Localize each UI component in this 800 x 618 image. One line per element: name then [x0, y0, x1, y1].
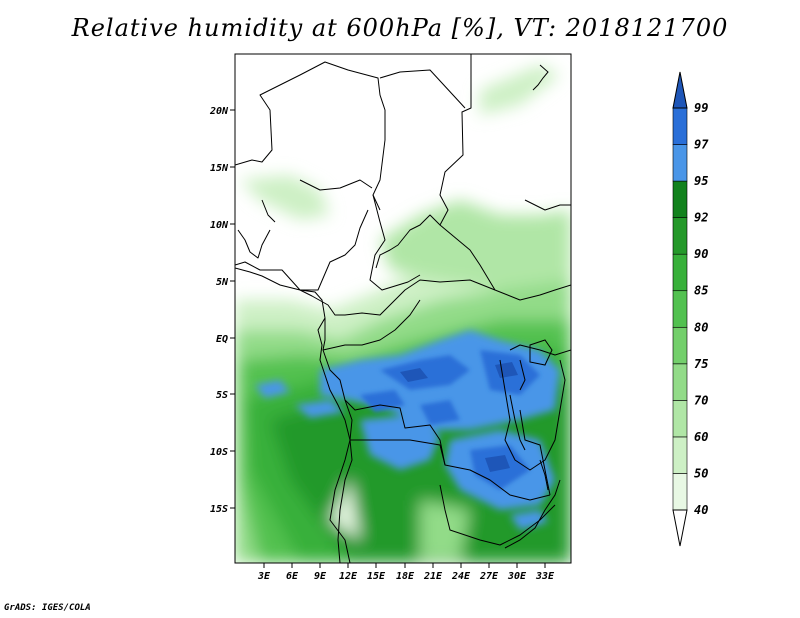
- lon-tick-label: 21E: [423, 571, 443, 582]
- colorbar-segment: [672, 144, 688, 182]
- lon-tick-label: 3E: [257, 571, 271, 582]
- colorbar-label: 85: [694, 284, 708, 298]
- colorbar-segment: [672, 363, 688, 401]
- lat-tick-label: 5S: [216, 390, 228, 401]
- colorbar-label: 97: [694, 138, 709, 152]
- colorbar-segment: [672, 290, 688, 328]
- colorbar-segment: [672, 180, 688, 218]
- lon-tick-label: 12E: [339, 571, 358, 582]
- colorbar-label: 80: [694, 320, 708, 334]
- lat-axis: 20N 15N 10N 5N EQ 5S 10S 15S: [209, 106, 235, 515]
- colorbar-label: 99: [694, 101, 708, 115]
- colorbar-segment: [672, 436, 688, 474]
- lat-tick-label: EQ: [216, 334, 228, 345]
- colorbar-segment: [672, 217, 688, 255]
- colorbar-top-arrow: [672, 71, 688, 109]
- colorbar-label: 60: [694, 430, 708, 444]
- lon-tick-label: 18E: [396, 571, 415, 582]
- lon-tick-label: 33E: [535, 571, 555, 582]
- lat-tick-label: 5N: [216, 277, 229, 288]
- colorbar-labels: 40 50 60 70 75 80 85 90 92 95 97 99: [694, 101, 709, 517]
- colorbar-segment: [672, 107, 688, 145]
- colorbar-label: 40: [694, 503, 708, 517]
- humidity-field: [235, 54, 571, 563]
- colorbar-bottom-arrow: [672, 509, 688, 547]
- lat-tick-label: 10S: [210, 447, 228, 458]
- lon-tick-label: 6E: [286, 571, 299, 582]
- lat-tick-label: 20N: [209, 106, 229, 117]
- colorbar-segment: [672, 253, 688, 292]
- colorbar-segments: [672, 107, 688, 511]
- colorbar-label: 92: [694, 211, 708, 225]
- lat-tick-label: 10N: [210, 220, 229, 231]
- colorbar-label: 75: [694, 357, 708, 371]
- colorbar-segment: [672, 326, 688, 365]
- lon-tick-label: 30E: [507, 571, 527, 582]
- colorbar-label: 70: [694, 393, 708, 407]
- lat-tick-label: 15S: [210, 504, 228, 515]
- lon-tick-label: 27E: [479, 571, 499, 582]
- colorbar-label: 95: [694, 174, 708, 188]
- colorbar-label: 90: [694, 247, 708, 261]
- map-title: Relative humidity at 600hPa [%], VT: 201…: [71, 14, 729, 42]
- colorbar: 40 50 60 70 75 80 85 90 92 95 97 99: [672, 71, 709, 547]
- lon-tick-label: 9E: [314, 571, 327, 582]
- lon-tick-label: 24E: [451, 571, 471, 582]
- lat-tick-label: 15N: [210, 163, 229, 174]
- grads-credit: GrADS: IGES/COLA: [4, 603, 91, 613]
- colorbar-label: 50: [694, 466, 708, 480]
- lon-tick-label: 15E: [367, 571, 386, 582]
- map-frame: [234, 53, 572, 564]
- lon-axis: 3E 6E 9E 12E 15E 18E 21E 24E 27E 30E 33E: [257, 563, 555, 582]
- colorbar-segment: [672, 473, 688, 511]
- colorbar-segment: [672, 400, 688, 438]
